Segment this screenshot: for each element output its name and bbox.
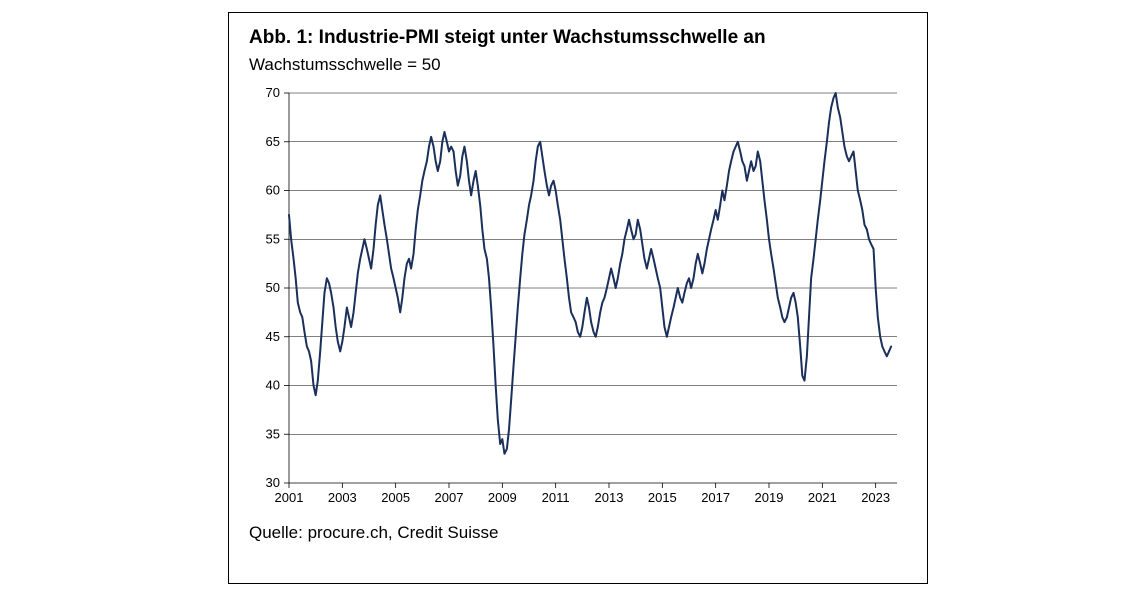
chart-subtitle: Wachstumsschwelle = 50: [249, 55, 907, 75]
chart-frame: Abb. 1: Industrie-PMI steigt unter Wachs…: [228, 12, 928, 584]
svg-text:2003: 2003: [328, 490, 357, 505]
svg-text:2019: 2019: [755, 490, 784, 505]
svg-text:65: 65: [266, 134, 280, 149]
svg-text:2013: 2013: [595, 490, 624, 505]
svg-text:40: 40: [266, 378, 280, 393]
svg-text:2001: 2001: [275, 490, 304, 505]
svg-text:45: 45: [266, 329, 280, 344]
chart-title: Abb. 1: Industrie-PMI steigt unter Wachs…: [249, 27, 907, 49]
svg-text:2017: 2017: [701, 490, 730, 505]
svg-text:70: 70: [266, 85, 280, 100]
svg-text:2007: 2007: [435, 490, 464, 505]
svg-text:2015: 2015: [648, 490, 677, 505]
svg-text:2021: 2021: [808, 490, 837, 505]
svg-text:2011: 2011: [542, 490, 570, 505]
svg-text:30: 30: [266, 475, 280, 490]
svg-text:60: 60: [266, 183, 280, 198]
svg-text:55: 55: [266, 231, 280, 246]
svg-text:2005: 2005: [381, 490, 410, 505]
svg-text:50: 50: [266, 280, 280, 295]
svg-text:2009: 2009: [488, 490, 517, 505]
svg-text:35: 35: [266, 426, 280, 441]
plot-area: 30 35 40 45 50 55 60 65 70 2001 2003 2005 2007 2009 20…: [249, 85, 907, 513]
line-chart-svg: 30 35 40 45 50 55 60 65 70 2001 2003 2005 2007 2009 20…: [249, 85, 907, 513]
chart-source: Quelle: procure.ch, Credit Suisse: [249, 523, 907, 543]
svg-text:2023: 2023: [861, 490, 890, 505]
